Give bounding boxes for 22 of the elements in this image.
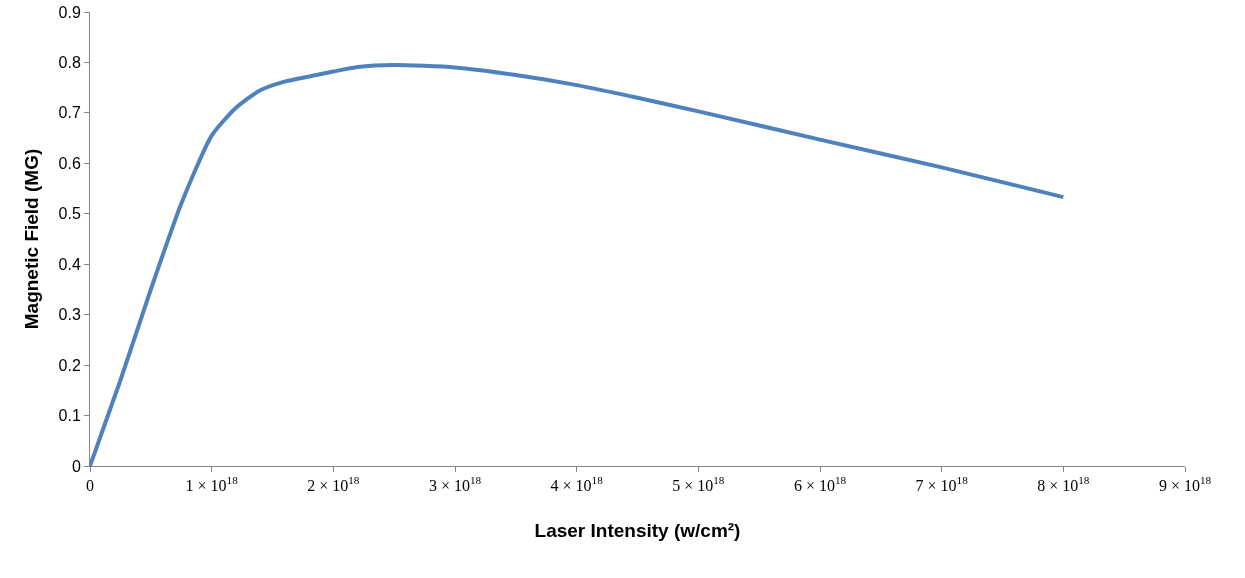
- y-tick-label: 0.9: [58, 3, 81, 21]
- x-tick-label: 2 × 10$^{18}$: [307, 474, 360, 495]
- x-tick-label: 3 × 10$^{18}$: [428, 474, 482, 495]
- y-tick-label: 0: [71, 457, 81, 475]
- x-tick-label: 0: [86, 477, 94, 495]
- y-tick-label: 0.4: [58, 255, 81, 273]
- x-tick-label: 5 × 10$^{18}$: [672, 474, 725, 495]
- y-tick-label: 0.3: [58, 306, 81, 324]
- y-tick-label: 0.8: [58, 54, 81, 72]
- x-axis-title: Laser Intensity (w/cm²): [534, 520, 741, 541]
- y-tick-label: 0.6: [58, 154, 81, 172]
- y-tick-label: 0.2: [58, 356, 81, 374]
- y-tick-label: 0.1: [58, 407, 81, 425]
- x-tick-label: 6 × 10$^{18}$: [793, 474, 847, 495]
- y-tick-label: 0.7: [58, 104, 81, 122]
- x-tick-label: 4 × 10$^{18}$: [550, 474, 604, 495]
- x-tick-label: 9 × 10$^{18}$: [1158, 474, 1212, 495]
- x-tick-label: 1 × 10$^{18}$: [185, 474, 239, 495]
- y-axis-title: Magnetic Field (MG): [21, 148, 43, 330]
- y-tick-label: 0.5: [58, 205, 81, 223]
- x-tick-label: 7 × 10$^{18}$: [915, 474, 969, 495]
- x-tick-label: 8 × 10$^{18}$: [1037, 474, 1090, 495]
